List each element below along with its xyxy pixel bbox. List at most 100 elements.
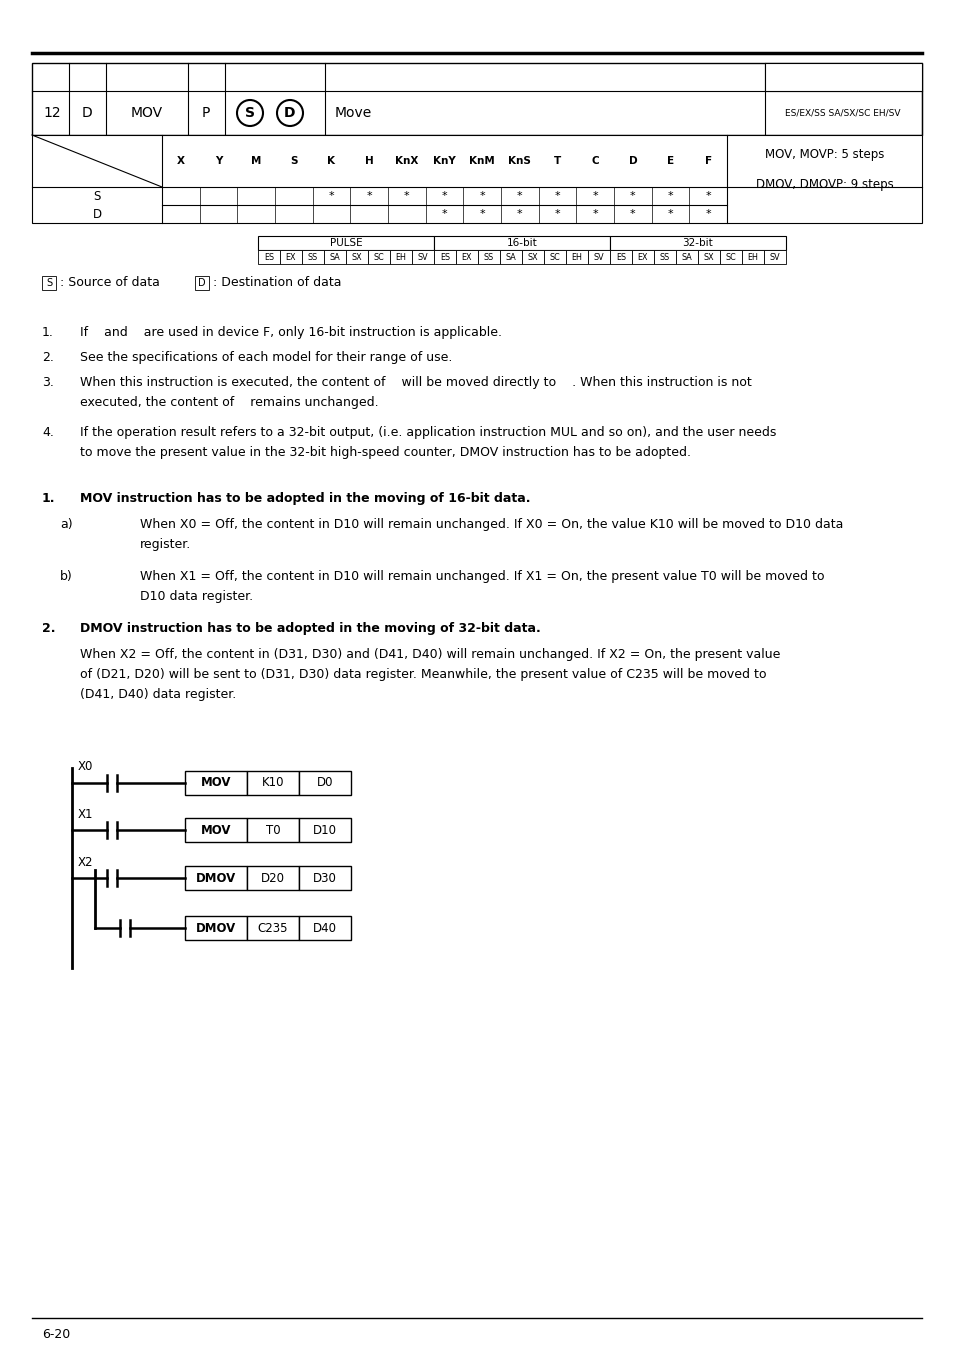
Bar bbox=[651, 188, 689, 205]
Bar bbox=[741, 250, 763, 265]
Text: 16-bit: 16-bit bbox=[506, 238, 537, 248]
Bar bbox=[676, 250, 698, 265]
Bar bbox=[185, 818, 247, 842]
Text: KnX: KnX bbox=[395, 157, 418, 166]
Text: K: K bbox=[327, 157, 335, 166]
Bar bbox=[298, 917, 351, 940]
Bar bbox=[477, 250, 499, 265]
Text: 32-bit: 32-bit bbox=[682, 238, 713, 248]
Text: *: * bbox=[329, 190, 334, 201]
Text: DMOV: DMOV bbox=[195, 922, 236, 934]
Text: MOV: MOV bbox=[200, 776, 231, 790]
Text: Y: Y bbox=[214, 157, 222, 166]
Text: MOV, MOVP: 5 steps: MOV, MOVP: 5 steps bbox=[764, 148, 883, 161]
Text: SX: SX bbox=[703, 252, 714, 262]
Text: S: S bbox=[93, 189, 101, 202]
Text: DMOV: DMOV bbox=[195, 872, 236, 884]
Text: ES: ES bbox=[616, 252, 625, 262]
Text: D20: D20 bbox=[261, 872, 285, 884]
Text: *: * bbox=[592, 190, 598, 201]
Text: MOV: MOV bbox=[200, 824, 231, 837]
Text: D10: D10 bbox=[313, 824, 336, 837]
Text: X2: X2 bbox=[78, 856, 93, 869]
Text: SV: SV bbox=[417, 252, 428, 262]
Text: EH: EH bbox=[747, 252, 758, 262]
Text: Move: Move bbox=[335, 107, 372, 120]
Text: *: * bbox=[704, 190, 710, 201]
Bar bbox=[463, 205, 500, 223]
Text: (D41, D40) data register.: (D41, D40) data register. bbox=[80, 688, 236, 701]
Text: X1: X1 bbox=[78, 809, 93, 821]
Text: M: M bbox=[251, 157, 261, 166]
Text: SA: SA bbox=[330, 252, 340, 262]
Text: SX: SX bbox=[527, 252, 537, 262]
Text: 2.: 2. bbox=[42, 622, 55, 634]
Bar bbox=[434, 236, 609, 250]
Text: : Destination of data: : Destination of data bbox=[213, 277, 341, 289]
Bar bbox=[631, 250, 654, 265]
Bar bbox=[764, 63, 921, 90]
Text: When X1 = Off, the content in D10 will remain unchanged. If X1 = On, the present: When X1 = Off, the content in D10 will r… bbox=[140, 570, 823, 583]
Bar bbox=[538, 188, 576, 205]
Text: *: * bbox=[517, 209, 522, 219]
Bar bbox=[538, 205, 576, 223]
Bar bbox=[194, 275, 209, 290]
Text: When X2 = Off, the content in (D31, D30) and (D41, D40) will remain unchanged. I: When X2 = Off, the content in (D31, D30)… bbox=[80, 648, 780, 662]
Text: If    and    are used in device F, only 16-bit instruction is applicable.: If and are used in device F, only 16-bit… bbox=[80, 325, 501, 339]
Text: When X0 = Off, the content in D10 will remain unchanged. If X0 = On, the value K: When X0 = Off, the content in D10 will r… bbox=[140, 518, 842, 531]
Text: 2.: 2. bbox=[42, 351, 53, 364]
Text: SX: SX bbox=[352, 252, 362, 262]
Text: SS: SS bbox=[659, 252, 669, 262]
Text: 6-20: 6-20 bbox=[42, 1328, 71, 1342]
Text: *: * bbox=[478, 190, 484, 201]
Text: S: S bbox=[245, 107, 254, 120]
Text: SV: SV bbox=[593, 252, 603, 262]
Text: When this instruction is executed, the content of    will be moved directly to  : When this instruction is executed, the c… bbox=[80, 377, 751, 389]
Text: MOV: MOV bbox=[131, 107, 163, 120]
Bar bbox=[298, 771, 351, 795]
Text: SV: SV bbox=[769, 252, 780, 262]
Text: KnM: KnM bbox=[469, 157, 495, 166]
Bar bbox=[298, 865, 351, 890]
Bar bbox=[614, 205, 651, 223]
Bar bbox=[42, 275, 56, 290]
Text: : Source of data: : Source of data bbox=[60, 277, 160, 289]
Bar bbox=[412, 250, 434, 265]
Text: *: * bbox=[404, 190, 409, 201]
Text: *: * bbox=[441, 209, 447, 219]
Bar bbox=[324, 250, 346, 265]
Bar bbox=[32, 63, 921, 135]
Text: 1.: 1. bbox=[42, 491, 55, 505]
Bar bbox=[500, 188, 538, 205]
Text: D10 data register.: D10 data register. bbox=[140, 590, 253, 603]
Text: *: * bbox=[554, 209, 559, 219]
Bar bbox=[587, 250, 609, 265]
Bar bbox=[247, 818, 298, 842]
Text: PULSE: PULSE bbox=[330, 238, 362, 248]
Bar bbox=[576, 205, 614, 223]
Text: to move the present value in the 32-bit high-speed counter, DMOV instruction has: to move the present value in the 32-bit … bbox=[80, 446, 690, 459]
Bar bbox=[425, 205, 463, 223]
Bar bbox=[302, 250, 324, 265]
Text: register.: register. bbox=[140, 539, 191, 551]
Text: SS: SS bbox=[483, 252, 494, 262]
Text: *: * bbox=[629, 209, 635, 219]
Text: D0: D0 bbox=[316, 776, 333, 790]
Text: C: C bbox=[591, 157, 598, 166]
Text: X0: X0 bbox=[78, 760, 93, 774]
Bar bbox=[185, 917, 247, 940]
Text: P: P bbox=[202, 107, 210, 120]
Bar bbox=[257, 236, 434, 250]
Bar bbox=[247, 865, 298, 890]
Text: *: * bbox=[667, 209, 673, 219]
Bar bbox=[456, 250, 477, 265]
Bar bbox=[499, 250, 521, 265]
Text: 12: 12 bbox=[43, 107, 61, 120]
Bar bbox=[609, 236, 785, 250]
Bar bbox=[698, 250, 720, 265]
Text: D: D bbox=[628, 157, 637, 166]
Bar bbox=[500, 205, 538, 223]
Bar bbox=[576, 188, 614, 205]
Text: S: S bbox=[290, 157, 297, 166]
Bar bbox=[346, 250, 368, 265]
